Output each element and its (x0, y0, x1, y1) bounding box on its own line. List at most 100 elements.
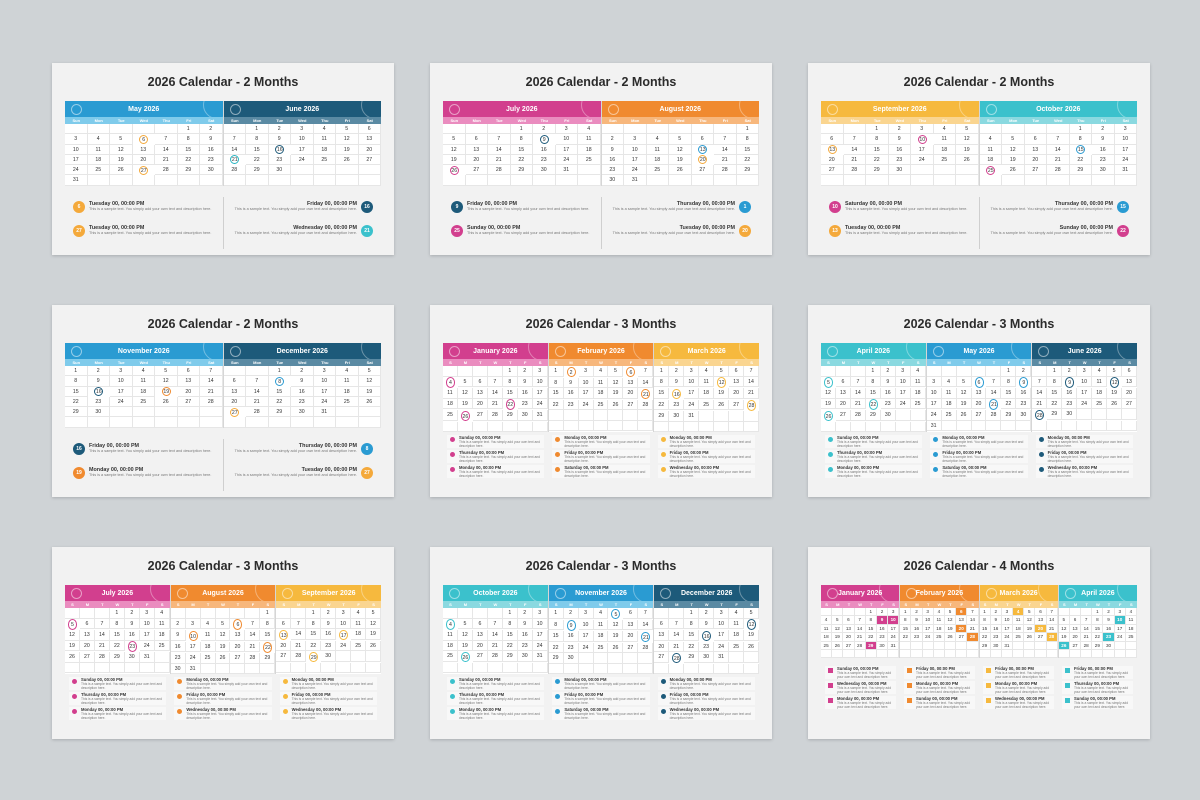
highlighted-day[interactable]: 28 (1046, 633, 1058, 642)
calendar-slide[interactable]: 2026 Calendar - 3 Months April 2026 S M T W T F… (808, 305, 1150, 497)
day-cell[interactable]: 6 (1069, 616, 1082, 625)
day-cell[interactable]: 25 (593, 399, 609, 410)
day-cell[interactable]: 31 (684, 411, 700, 422)
day-cell[interactable]: 1 (548, 366, 564, 377)
day-cell[interactable]: 2 (1016, 366, 1032, 377)
day-cell[interactable]: 28 (246, 407, 269, 418)
day-cell[interactable]: 2 (601, 134, 624, 145)
day-cell[interactable]: 8 (246, 134, 269, 145)
day-cell[interactable]: 6 (623, 608, 639, 619)
day-cell[interactable]: 14 (200, 376, 223, 387)
highlighted-day[interactable]: 29 (309, 651, 319, 662)
day-cell[interactable]: 13 (843, 624, 855, 634)
highlighted-day[interactable]: 12 (1110, 377, 1120, 388)
day-cell[interactable]: 24 (922, 633, 934, 642)
day-cell[interactable]: 19 (744, 630, 760, 641)
day-cell[interactable]: 31 (1001, 641, 1014, 650)
day-cell[interactable]: 17 (922, 624, 934, 634)
calendar-slide[interactable]: 2026 Calendar - 3 Months July 2026 S M T W T F S… (52, 547, 394, 739)
day-cell[interactable]: 29 (736, 165, 759, 176)
day-cell[interactable]: 17 (1114, 144, 1137, 155)
day-cell[interactable]: 9 (888, 134, 911, 145)
day-cell[interactable]: 14 (487, 388, 503, 399)
day-cell[interactable]: 23 (669, 399, 685, 410)
day-cell[interactable]: 22 (548, 399, 564, 410)
day-cell[interactable]: 8 (1069, 134, 1092, 145)
day-cell[interactable]: 9 (170, 630, 186, 641)
day-cell[interactable]: 22 (1069, 154, 1092, 166)
day-cell[interactable]: 24 (578, 642, 594, 653)
day-cell[interactable]: 14 (488, 144, 511, 155)
day-cell[interactable]: 11 (1013, 616, 1025, 625)
day-cell[interactable]: 1 (1069, 124, 1092, 135)
day-cell[interactable]: 28 (223, 165, 246, 176)
day-cell[interactable]: 18 (336, 386, 359, 397)
day-cell[interactable]: 17 (185, 641, 201, 652)
day-cell[interactable]: 22 (502, 640, 518, 651)
day-cell[interactable]: 22 (177, 154, 200, 166)
day-cell[interactable]: 28 (854, 641, 866, 650)
day-cell[interactable]: 11 (910, 376, 926, 387)
day-cell[interactable]: 2 (124, 608, 140, 619)
event-item[interactable]: Friday 00, 00:00 PM This is a sample text… (657, 450, 755, 463)
day-cell[interactable]: 28 (638, 642, 654, 653)
highlighted-day[interactable]: 16 (275, 145, 285, 155)
event-item[interactable]: Monday 00, 00:00 PM This is a sample text… (1035, 435, 1133, 448)
day-cell[interactable]: 19 (608, 631, 624, 642)
day-cell[interactable]: 11 (1125, 616, 1137, 625)
day-cell[interactable]: 10 (291, 134, 314, 145)
day-cell[interactable]: 26 (215, 653, 231, 664)
day-cell[interactable]: 23 (990, 633, 1002, 642)
day-cell[interactable]: 22 (979, 633, 991, 642)
day-cell[interactable]: 9 (268, 134, 291, 145)
day-cell[interactable]: 15 (65, 386, 88, 397)
day-cell[interactable]: 17 (624, 154, 647, 166)
day-cell[interactable]: 25 (200, 653, 216, 664)
highlighted-day[interactable]: 28 (747, 400, 757, 411)
day-cell[interactable]: 9 (699, 618, 715, 629)
day-cell[interactable]: 25 (443, 651, 458, 662)
day-cell[interactable]: 14 (986, 388, 1002, 399)
day-cell[interactable]: 20 (177, 386, 200, 397)
day-cell[interactable]: 2 (533, 124, 556, 135)
day-cell[interactable]: 28 (487, 410, 503, 421)
day-cell[interactable]: 22 (548, 642, 564, 653)
day-cell[interactable]: 4 (87, 134, 110, 145)
day-cell[interactable]: 29 (268, 407, 291, 418)
day-cell[interactable]: 1 (979, 608, 991, 617)
highlighted-day[interactable]: 9 (566, 620, 576, 631)
day-cell[interactable]: 1 (1001, 366, 1017, 377)
day-cell[interactable]: 16 (517, 630, 533, 641)
day-cell[interactable]: 21 (1047, 154, 1070, 166)
event-item[interactable]: 6 Tuesday 00, 00:00 PM This is a sample te… (69, 201, 219, 219)
day-cell[interactable]: 12 (1024, 616, 1036, 625)
day-cell[interactable]: 30 (533, 165, 556, 176)
day-cell[interactable]: 1 (502, 366, 518, 377)
day-cell[interactable]: 17 (313, 386, 336, 397)
day-cell[interactable]: 11 (646, 144, 669, 155)
day-cell[interactable]: 31 (888, 641, 900, 650)
day-cell[interactable]: 11 (821, 624, 833, 634)
day-cell[interactable]: 13 (835, 388, 851, 399)
day-cell[interactable]: 21 (200, 386, 223, 397)
day-cell[interactable]: 24 (532, 640, 548, 651)
day-cell[interactable]: 21 (291, 640, 307, 651)
day-cell[interactable]: 31 (313, 407, 336, 418)
highlighted-day[interactable]: 19 (161, 387, 171, 397)
day-cell[interactable]: 19 (110, 154, 133, 166)
day-cell[interactable]: 3 (65, 134, 88, 145)
day-cell[interactable]: 25 (154, 640, 170, 651)
day-cell[interactable]: 5 (714, 366, 730, 377)
highlighted-day[interactable]: 20 (1035, 624, 1047, 634)
day-cell[interactable]: 1 (684, 608, 700, 619)
day-cell[interactable]: 7 (1046, 608, 1058, 617)
day-cell[interactable]: 22 (1092, 633, 1104, 642)
day-cell[interactable]: 26 (366, 640, 382, 651)
day-cell[interactable]: 26 (744, 641, 760, 652)
day-cell[interactable]: 20 (465, 154, 488, 166)
day-cell[interactable]: 29 (260, 653, 276, 664)
day-cell[interactable]: 30 (291, 407, 314, 418)
day-cell[interactable]: 20 (654, 641, 670, 652)
event-item[interactable]: 19 Monday 00, 00:00 PM This is a sample te… (69, 467, 219, 485)
day-cell[interactable]: 27 (472, 651, 488, 662)
